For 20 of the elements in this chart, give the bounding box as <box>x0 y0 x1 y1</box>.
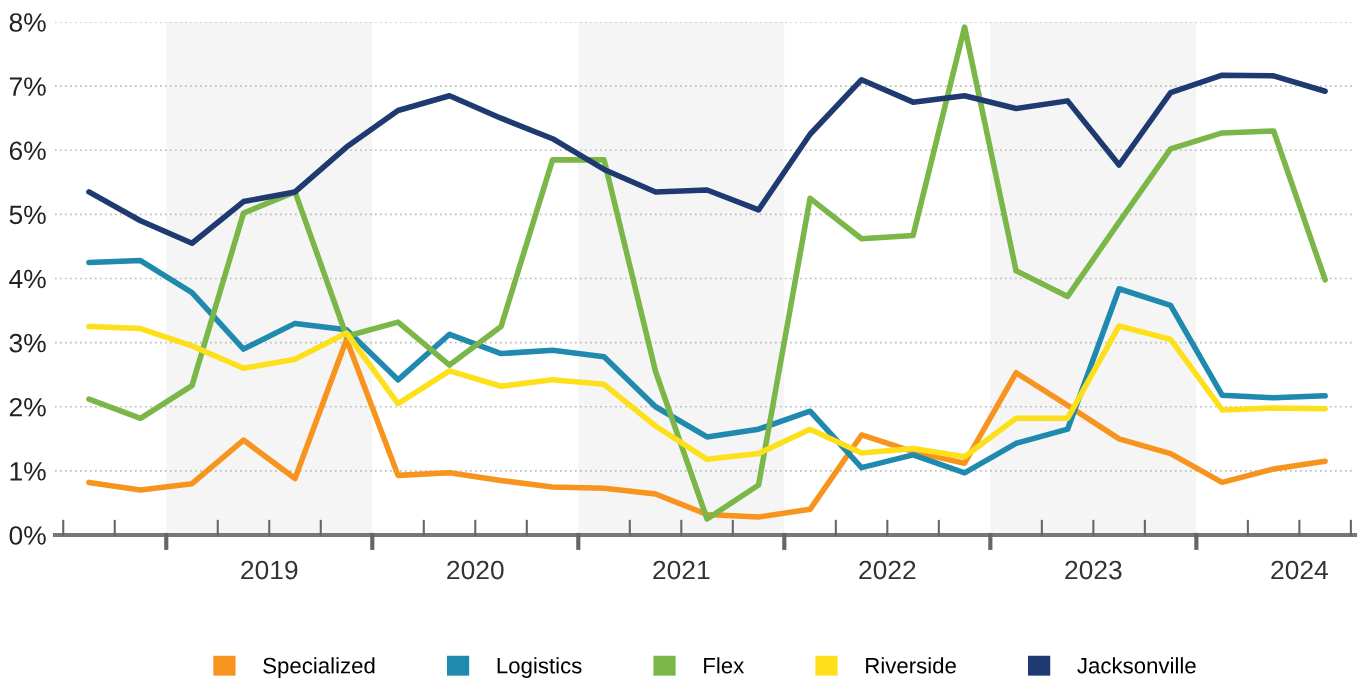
legend-label: Riverside <box>866 657 956 674</box>
x-tick-label: 2020 <box>447 560 504 580</box>
y-tick-label: 4% <box>9 269 46 289</box>
legend-label: Flex <box>704 657 745 674</box>
y-tick-label: 0% <box>9 526 46 545</box>
legend-label: Specialized <box>263 657 375 678</box>
x-tick-label: 2019 <box>241 560 298 580</box>
y-tick-label: 7% <box>9 77 46 96</box>
x-tick-label: 2023 <box>1065 560 1122 580</box>
y-tick-label: 6% <box>9 141 46 161</box>
y-tick-label: 2% <box>9 397 46 417</box>
y-tick-label: 3% <box>9 333 46 353</box>
legend-label: Jacksonville <box>1077 657 1196 674</box>
y-tick-label: 8% <box>9 13 46 32</box>
y-tick-label: 5% <box>9 205 46 225</box>
y-tick-label: 1% <box>10 462 46 481</box>
x-tick-label: 2021 <box>653 560 710 580</box>
x-tick-label: 2022 <box>859 560 916 580</box>
x-tick-label: 2024 <box>1271 560 1328 580</box>
legend-label: Logistics <box>497 657 582 678</box>
